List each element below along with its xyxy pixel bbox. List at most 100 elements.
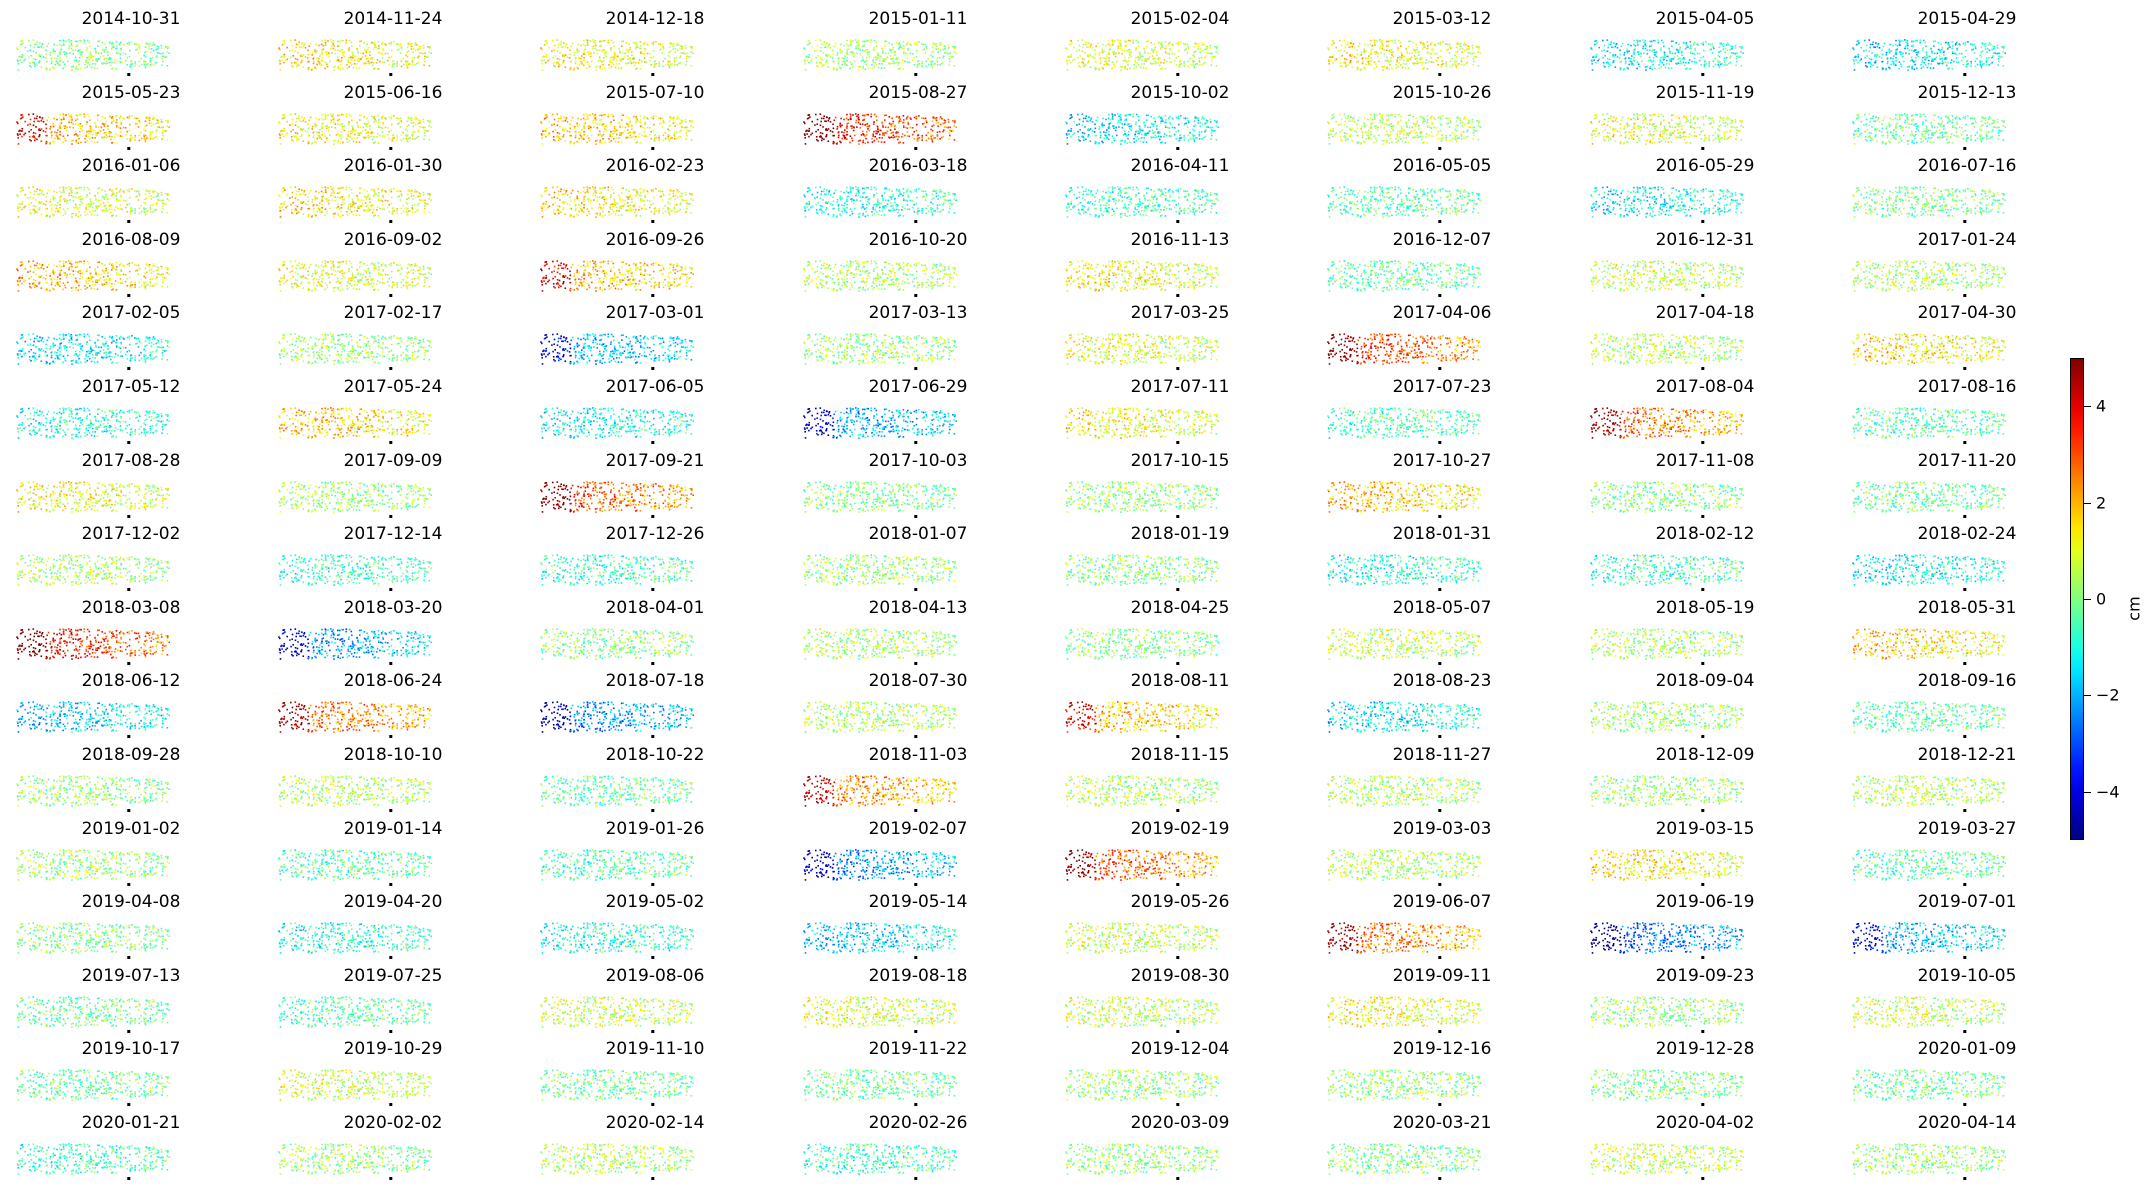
scatter-point: [106, 51, 109, 54]
scatter-point: [1068, 117, 1071, 120]
scatter-point: [110, 138, 112, 140]
scatter-point: [1077, 113, 1079, 115]
scatter-point: [610, 113, 613, 115]
scatter-point: [576, 123, 578, 126]
scatter-point: [1591, 69, 1594, 71]
scatter-point: [1714, 57, 1716, 60]
scatter-point: [1192, 61, 1194, 64]
scatter-point: [1201, 123, 1204, 125]
scatter-point: [888, 63, 891, 65]
scatter-point: [1117, 39, 1119, 41]
scatter-point: [843, 131, 845, 133]
scatter-point: [1140, 55, 1142, 58]
scatter-point: [866, 122, 869, 125]
scatter-point: [1685, 61, 1687, 64]
scatter-point: [1890, 63, 1892, 66]
scatter-point: [804, 69, 807, 71]
scatter-point: [1335, 46, 1337, 49]
scatter-point: [352, 54, 354, 57]
scatter-point: [1138, 126, 1141, 129]
scatter-point: [898, 61, 900, 64]
scatter-point: [63, 44, 65, 46]
scatter-point: [358, 67, 361, 69]
scatter-point: [1947, 68, 1949, 70]
scatter-point: [613, 130, 615, 132]
scatter-point: [846, 124, 848, 127]
scatter-point: [350, 64, 353, 66]
scatter-point: [895, 57, 898, 59]
scatter-point: [1339, 56, 1341, 59]
scatter-point: [411, 64, 414, 66]
scatter-point: [96, 140, 99, 143]
scatter-point: [570, 134, 572, 136]
scatter-point: [345, 41, 347, 44]
scatter-point: [808, 129, 810, 132]
scatter-point: [86, 139, 89, 142]
scatter-point: [332, 44, 335, 47]
scatter-point: [1146, 45, 1148, 47]
scatter-point: [1602, 39, 1604, 42]
scatter-point: [1914, 60, 1917, 62]
scatter-point: [1350, 42, 1352, 45]
scatter-point: [1373, 67, 1375, 70]
scatter-point: [1215, 138, 1218, 141]
scatter-point: [602, 39, 605, 42]
scatter-point: [1654, 67, 1656, 70]
scatter-point: [129, 139, 132, 142]
scatter-point: [59, 137, 61, 140]
scatter-point: [1874, 46, 1876, 49]
scatter-point: [1719, 63, 1722, 66]
panel-scatter: [278, 39, 432, 76]
scatter-point: [80, 54, 82, 56]
scatter-point: [866, 130, 868, 133]
scatter-point: [1613, 42, 1615, 45]
scatter-point: [1903, 60, 1905, 63]
scatter-point: [849, 42, 852, 44]
scatter-point: [679, 56, 681, 59]
scatter-point: [629, 131, 631, 133]
scatter-point: [1417, 51, 1420, 54]
scatter-point: [1356, 60, 1358, 63]
scatter-point: [1066, 48, 1068, 51]
scatter-point: [1192, 54, 1194, 57]
scatter-point: [1187, 60, 1190, 63]
scatter-point: [1689, 68, 1692, 70]
scatter-point: [895, 135, 898, 137]
scatter-point: [625, 136, 628, 139]
scatter-point: [1127, 60, 1130, 62]
scatter-point: [126, 116, 129, 118]
scatter-point: [115, 51, 118, 53]
scatter-point: [646, 126, 649, 128]
scatter-point: [1088, 42, 1090, 45]
scatter-point: [589, 129, 592, 131]
scatter-point: [858, 142, 860, 145]
scatter-point: [1386, 60, 1389, 62]
scatter-point: [888, 42, 891, 44]
scatter-point: [411, 133, 414, 136]
scatter-point: [901, 59, 904, 61]
scatter-point: [1179, 136, 1181, 139]
scatter-point: [376, 132, 379, 135]
scatter-point: [119, 57, 122, 59]
scatter-point: [1187, 134, 1190, 136]
scatter-point: [1205, 128, 1207, 131]
scatter-point: [1960, 59, 1963, 62]
scatter-point: [86, 39, 89, 42]
scatter-point: [1888, 50, 1890, 52]
scatter-point: [602, 137, 604, 139]
scatter-point: [807, 129, 810, 132]
scatter-point: [599, 65, 601, 68]
scatter-point: [1154, 120, 1157, 122]
panel: 2015-10-26: [1311, 74, 1573, 150]
scatter-point: [34, 63, 37, 66]
scatter-point: [137, 125, 140, 128]
scatter-point: [1712, 47, 1715, 50]
scatter-point: [110, 64, 112, 67]
scatter-point: [307, 49, 309, 52]
scatter-point: [412, 51, 414, 53]
scatter-point: [143, 135, 145, 138]
scatter-point: [902, 47, 904, 50]
scatter-point: [817, 139, 819, 142]
scatter-point: [1114, 55, 1117, 58]
scatter-point: [584, 44, 587, 47]
